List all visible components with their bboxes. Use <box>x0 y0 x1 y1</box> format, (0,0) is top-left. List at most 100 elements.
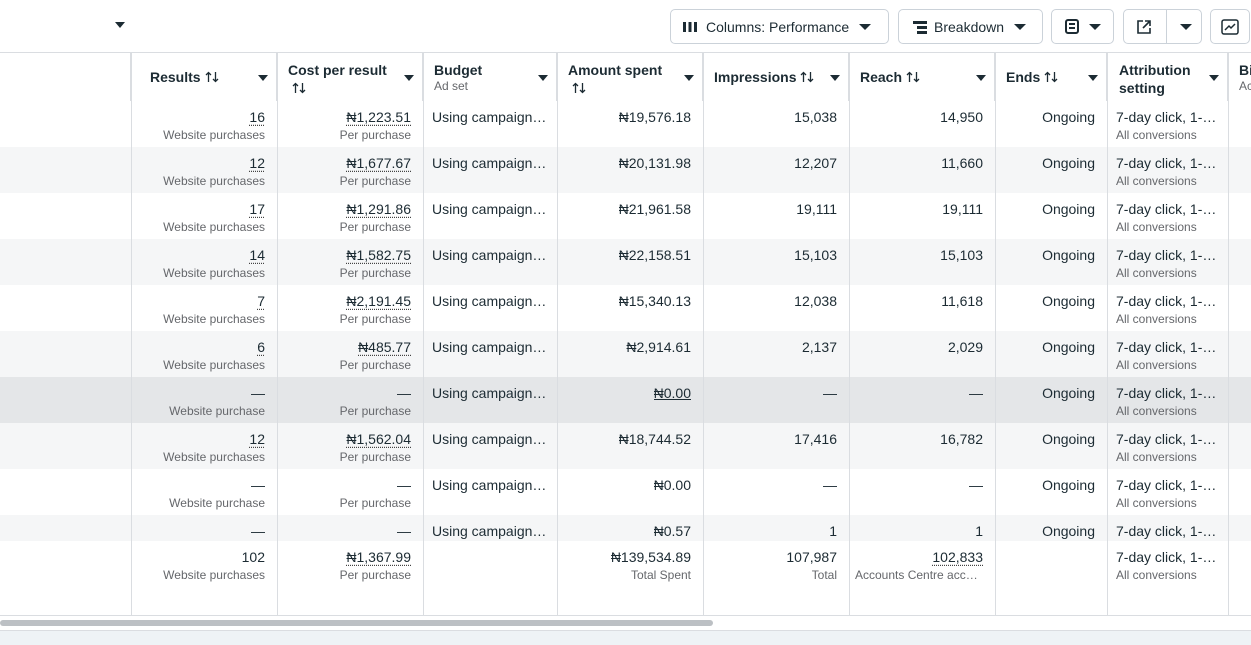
table-cell: ₦1,291.86 Per purchase <box>277 193 423 239</box>
cell-note: Website purchases <box>163 450 265 464</box>
table-cell: 17,416 <box>703 423 849 469</box>
table-cell: 7-day click, 1-… All conversions <box>1107 377 1228 423</box>
table-cell: ₦0.00 <box>557 377 703 423</box>
cell-value: ₦485.77 <box>358 339 411 355</box>
cell-value: Ongoing <box>1042 201 1095 217</box>
cell-value: 7-day click, 1-… <box>1116 109 1217 125</box>
chart-button[interactable] <box>1210 9 1250 44</box>
table-cell: — <box>703 469 849 515</box>
cell-value: Ongoing <box>1042 247 1095 263</box>
cell-value: Ongoing <box>1042 477 1095 493</box>
dropdown-caret[interactable] <box>538 75 548 81</box>
table-cell <box>1228 193 1251 239</box>
export-button[interactable] <box>1123 9 1202 44</box>
table-cell: 16,782 <box>849 423 995 469</box>
cell-value: — <box>969 385 983 401</box>
cell-value: — <box>823 477 837 493</box>
dropdown-caret[interactable] <box>404 75 414 81</box>
dropdown-caret[interactable] <box>1088 75 1098 81</box>
cell-note: Website purchases <box>163 174 265 188</box>
cell-value: 19,111 <box>942 201 983 217</box>
table-cell <box>1228 541 1251 615</box>
table-cell: 16 Website purchases <box>131 101 277 147</box>
table-row <box>0 239 1251 285</box>
dropdown-caret[interactable] <box>684 75 694 81</box>
sort-icon[interactable] <box>572 82 586 94</box>
dropdown-icon <box>859 23 872 30</box>
cell-value: 2,137 <box>801 339 837 355</box>
cell-value[interactable]: 102,833 <box>932 549 983 565</box>
dropdown-caret[interactable] <box>258 75 268 81</box>
cell-value: 19,111 <box>796 201 837 217</box>
header-text: Results <box>150 69 201 85</box>
table-cell: ₦19,576.18 <box>557 101 703 147</box>
reports-button[interactable] <box>1051 9 1114 44</box>
cell-note: All conversions <box>1116 568 1197 582</box>
cell-note: Per purchase <box>339 312 411 326</box>
table-cell: ₦1,367.99 Per purchase <box>277 541 423 615</box>
table-cell: 15,103 <box>703 239 849 285</box>
cell-value: 7-day click, 1-… <box>1116 155 1217 171</box>
columns-button[interactable]: Columns: Performance <box>670 9 889 44</box>
header-note: Ad set <box>434 79 469 93</box>
dropdown-caret[interactable] <box>1209 75 1219 81</box>
columns-icon <box>683 21 697 32</box>
cell-value: Using campaign… <box>432 339 547 355</box>
table-cell: 6 Website purchases <box>131 331 277 377</box>
sort-icon[interactable] <box>205 71 219 83</box>
breakdown-button[interactable]: Breakdown <box>898 9 1043 44</box>
cell-note: Website purchase <box>169 496 265 510</box>
table-cell <box>995 541 1107 615</box>
cell-value: 17 <box>249 201 265 217</box>
dropdown-caret[interactable] <box>976 75 986 81</box>
scrollbar[interactable] <box>0 620 713 626</box>
table-cell <box>1228 101 1251 147</box>
cell-note: Per purchase <box>339 568 411 582</box>
dropdown-caret[interactable] <box>115 22 125 28</box>
table-cell: Using campaign… <box>423 193 557 239</box>
sort-icon[interactable] <box>292 82 306 94</box>
table-cell: Ongoing <box>995 285 1107 331</box>
table-cell: ₦22,158.51 <box>557 239 703 285</box>
cell-value: ₦1,367.99 <box>346 549 411 565</box>
table-cell: 15,103 <box>849 239 995 285</box>
cell-value: 11,618 <box>941 293 983 309</box>
sort-icon[interactable] <box>1044 71 1058 83</box>
cell-note: Total <box>811 568 837 582</box>
cell-value: — <box>397 523 411 539</box>
cell-value: 17,416 <box>794 431 837 447</box>
cell-value: 16 <box>249 109 265 125</box>
table-cell: 11,660 <box>849 147 995 193</box>
cell-value: Ongoing <box>1042 109 1095 125</box>
table-row <box>0 423 1251 469</box>
cell-note: Website purchases <box>163 568 265 582</box>
table-cell: ₦1,562.04 Per purchase <box>277 423 423 469</box>
table-cell: Using campaign… <box>423 469 557 515</box>
sort-icon[interactable] <box>906 71 920 83</box>
table-cell: Ongoing <box>995 147 1107 193</box>
cell-value: 16,782 <box>940 431 983 447</box>
dropdown-caret[interactable] <box>830 75 840 81</box>
cell-value: 107,987 <box>786 549 837 565</box>
table-cell: 7-day click, 1-… All conversions <box>1107 423 1228 469</box>
toolbar: Columns: Performance Breakdown <box>0 0 1251 53</box>
header-cell: Amount spent <box>557 53 703 101</box>
header-label: Reach <box>860 68 976 86</box>
table-row <box>0 377 1251 423</box>
table-cell: 7-day click, 1-… All conversions <box>1107 541 1228 615</box>
cell-value: 14,950 <box>940 109 983 125</box>
table-cell <box>1228 239 1251 285</box>
sort-icon[interactable] <box>800 71 814 83</box>
table-cell: Using campaign… <box>423 285 557 331</box>
header-label: Amount spent <box>568 61 668 97</box>
cell-value: 2,029 <box>947 339 983 355</box>
cell-value: Ongoing <box>1042 155 1095 171</box>
table-cell: 102 Website purchases <box>131 541 277 615</box>
table-cell: Ongoing <box>995 101 1107 147</box>
cell-value: ₦22,158.51 <box>618 247 691 263</box>
cell-value: — <box>823 385 837 401</box>
header-cell: Budget Ad set <box>423 53 557 101</box>
table-cell: — <box>849 377 995 423</box>
cell-value: 6 <box>257 339 265 355</box>
header-cell: Cost per result <box>277 53 423 101</box>
